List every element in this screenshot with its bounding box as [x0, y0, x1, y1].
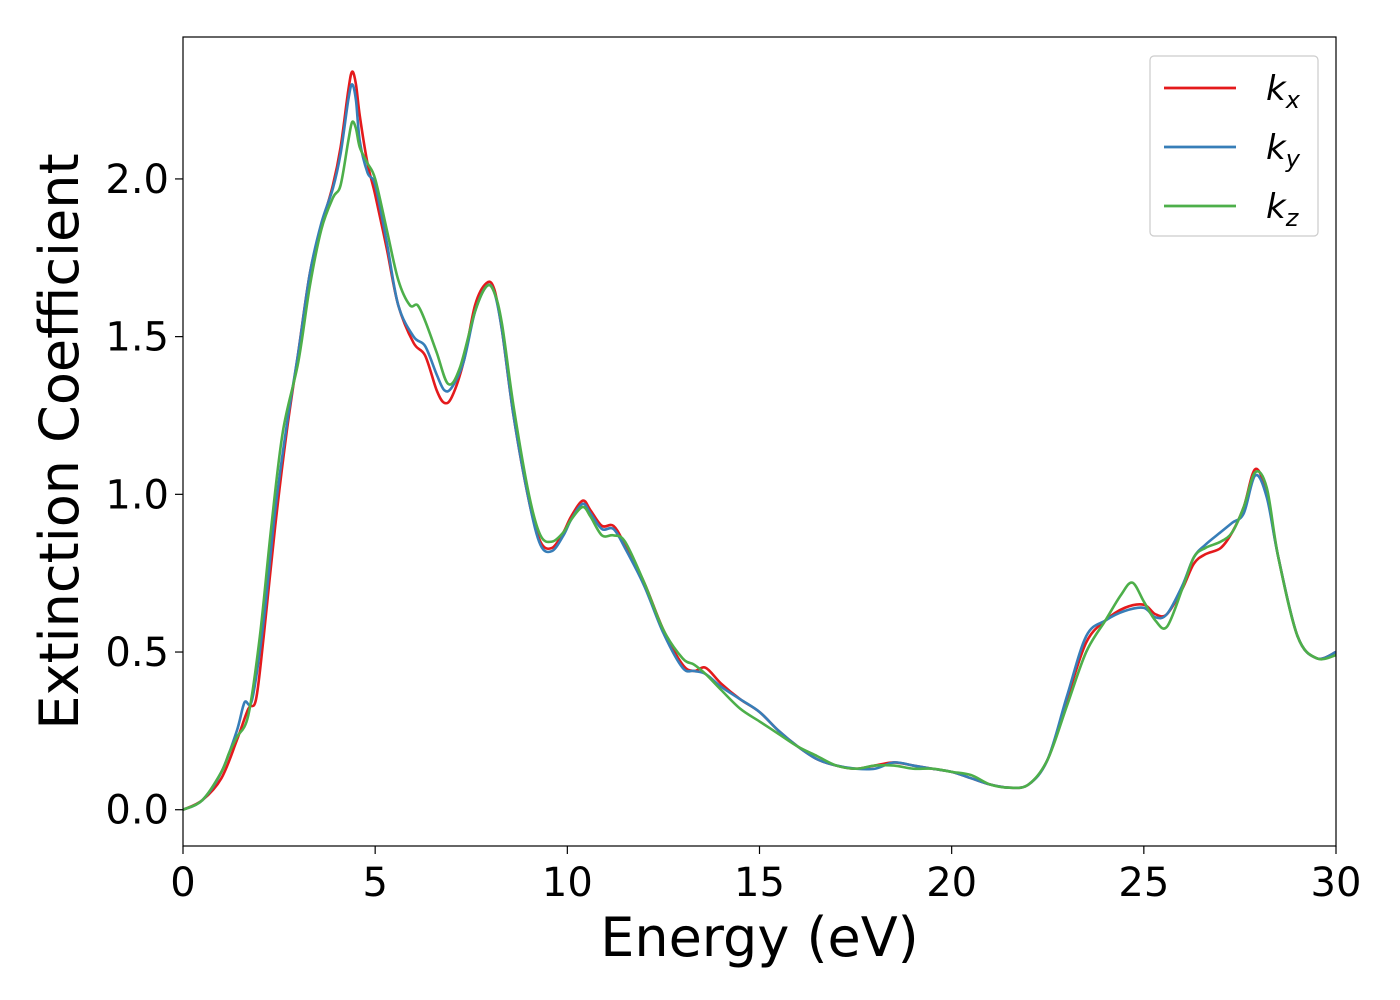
x-tick-label: 10: [542, 860, 593, 906]
y-tick-label: 0.5: [105, 630, 169, 676]
x-tick-label: 15: [734, 860, 785, 906]
y-tick-label: 1.5: [105, 315, 169, 361]
x-tick-label: 25: [1118, 860, 1169, 906]
y-axis-label: Extinction Coefficient: [28, 153, 91, 729]
y-tick-label: 0.0: [105, 788, 169, 834]
x-tick-label: 0: [170, 860, 195, 906]
legend-label-y: ky: [1266, 128, 1301, 173]
y-axis: 0.0 0.5 1.0 1.5 2.0: [105, 157, 183, 834]
legend-label-x: kx: [1266, 69, 1301, 114]
y-tick-label: 2.0: [105, 157, 169, 203]
series-line-z: [183, 120, 1336, 812]
x-axis-label: Energy (eV): [600, 906, 919, 969]
legend: kx ky kz: [1149, 55, 1319, 237]
x-tick-label: 20: [926, 860, 977, 906]
x-axis: 0 5 10 15 20 25 30: [170, 846, 1361, 906]
y-tick-label: 1.0: [105, 472, 169, 518]
x-tick-label: 5: [362, 860, 387, 906]
legend-label-z: kz: [1266, 187, 1300, 232]
series-layer: [183, 70, 1336, 812]
x-tick-label: 30: [1311, 860, 1362, 906]
